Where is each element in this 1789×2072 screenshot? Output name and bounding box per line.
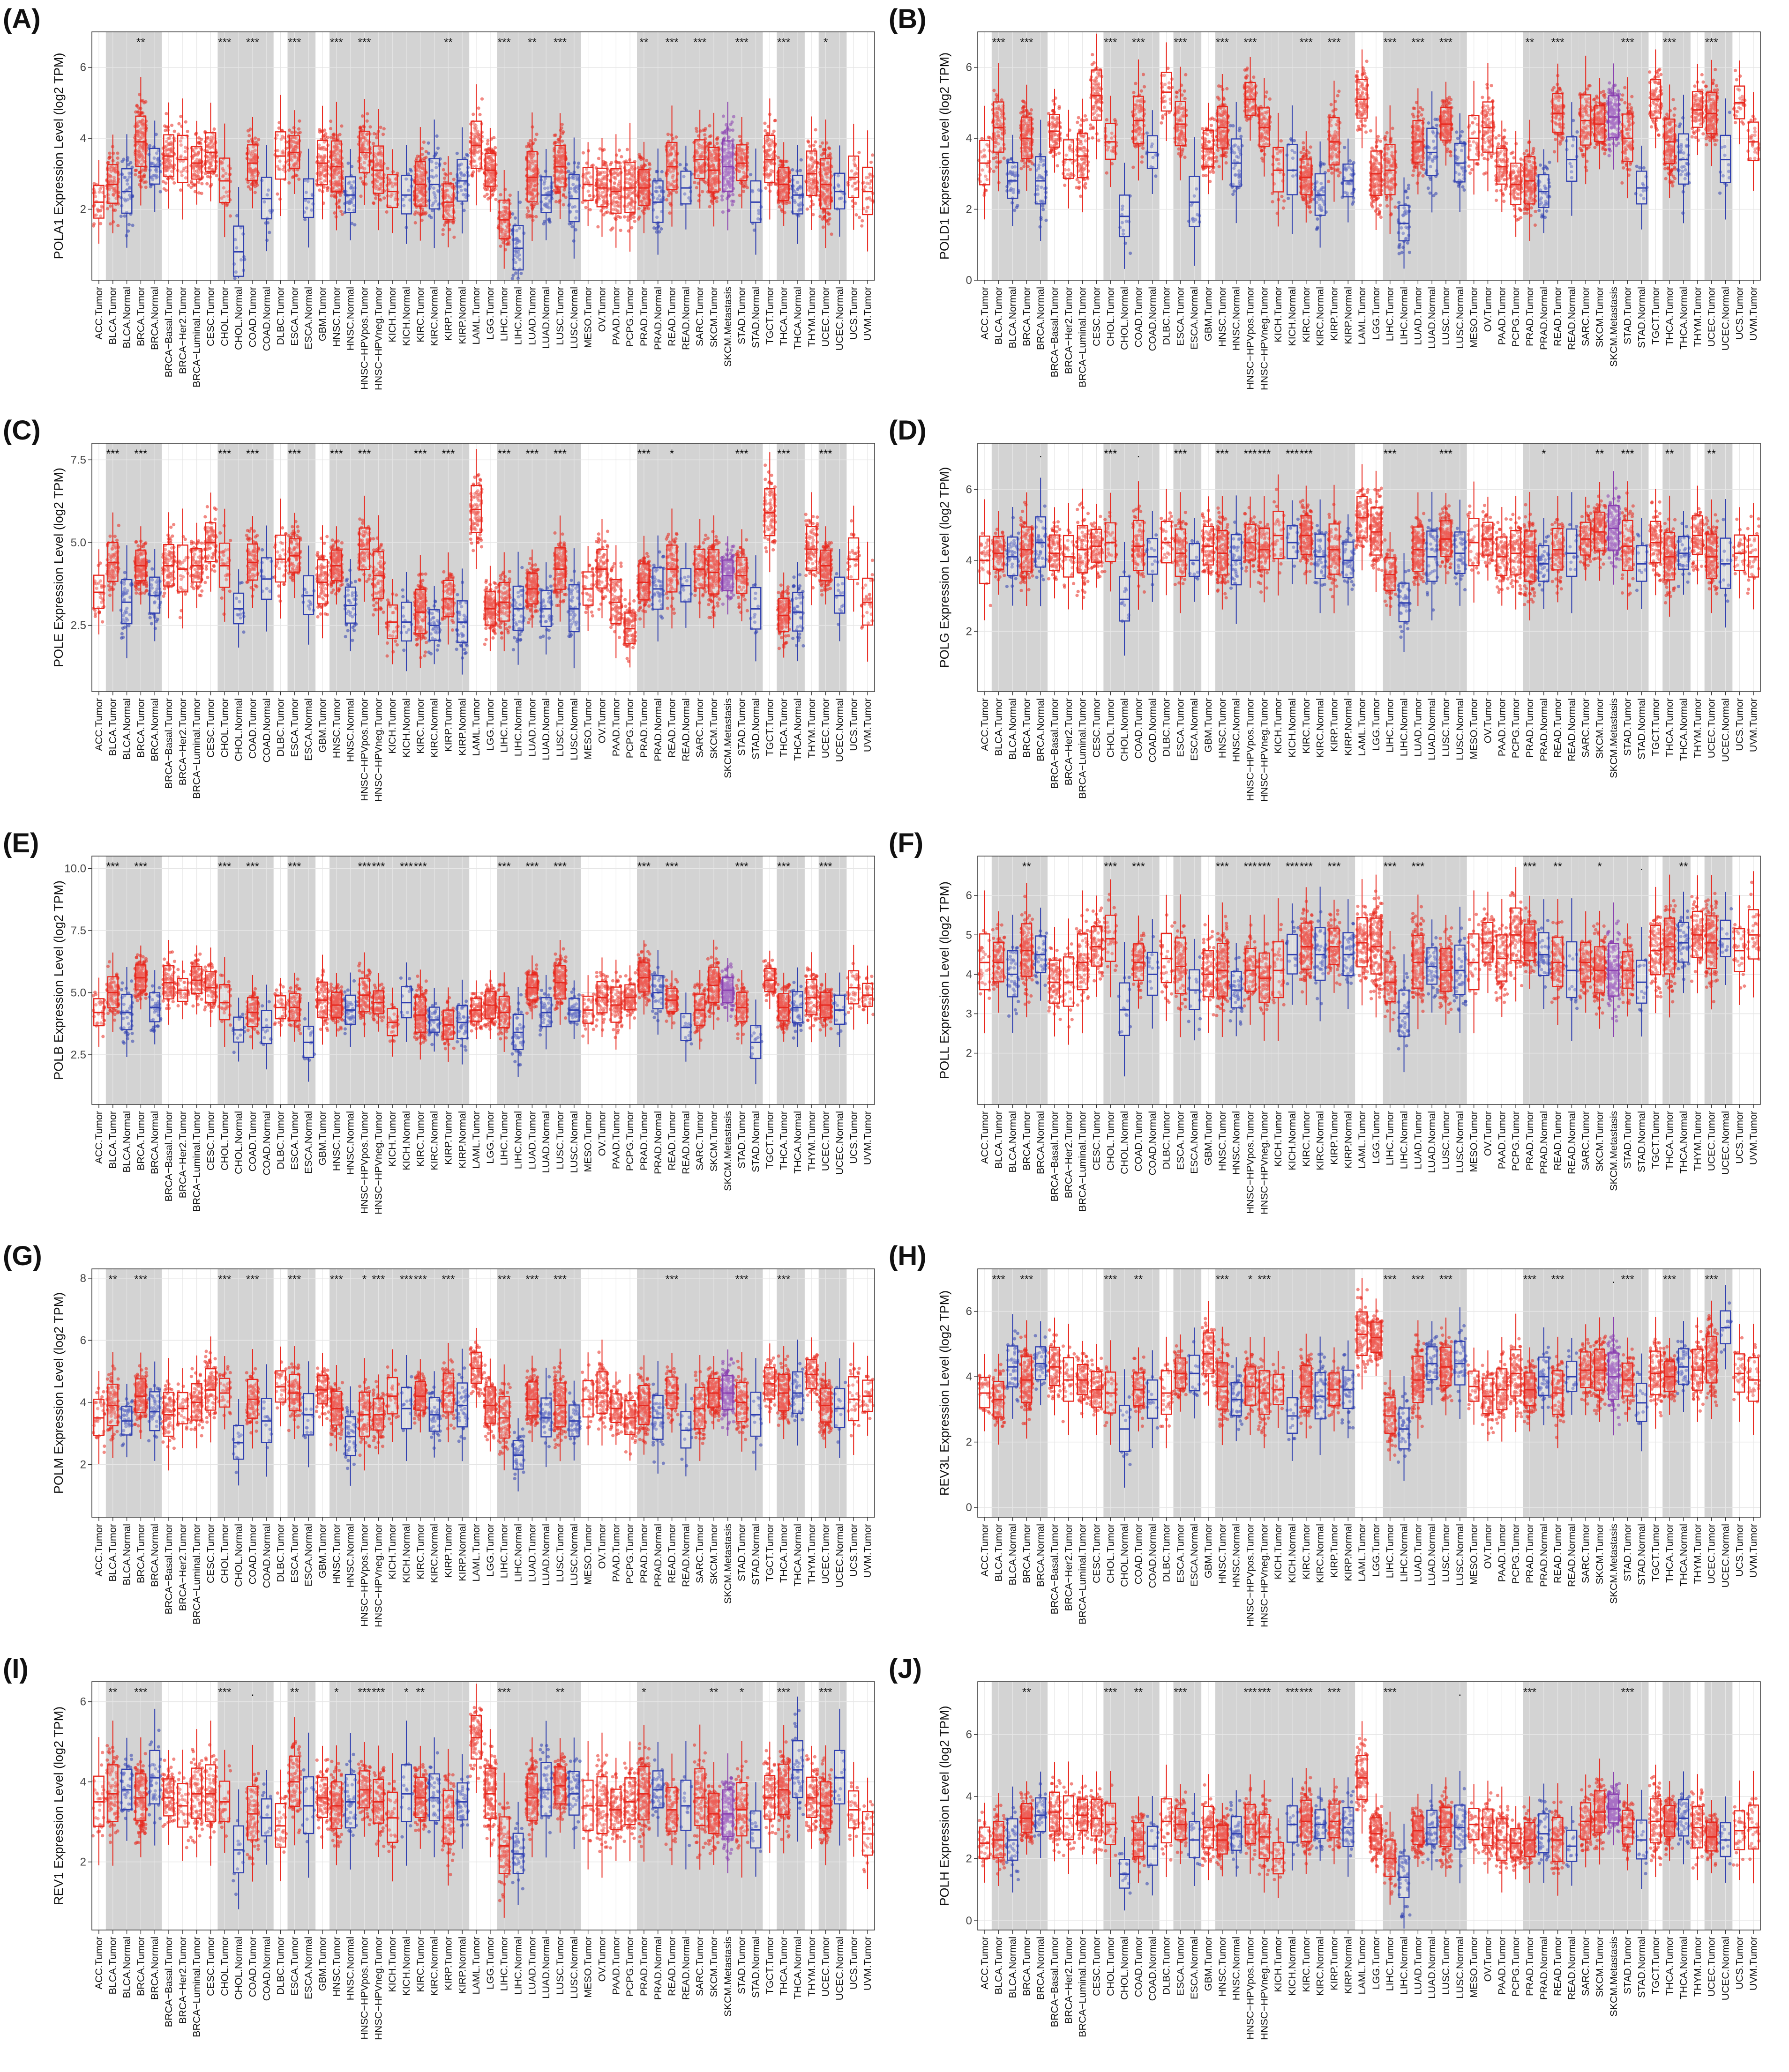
data-point [159,190,162,194]
panel-pola1: (A)** *** *** *** *** *** ** *** ** *** ** *** *** **… [3,4,875,390]
data-point [205,182,209,186]
data-point [171,177,174,180]
panel-label: (A) [3,4,41,34]
data-point [163,187,166,190]
data-point [108,152,112,155]
data-point [144,100,147,104]
data-point [127,223,131,226]
data-point [116,151,119,155]
significance-mark: ** [136,36,145,49]
data-point [139,113,142,116]
data-point [172,181,176,185]
data-point [189,186,193,189]
data-point [134,173,137,176]
data-point [173,130,176,133]
shaded-band [385,32,469,280]
data-point [141,168,144,171]
data-point [184,120,187,124]
data-point [135,104,139,107]
data-point [135,169,138,172]
data-point [112,220,115,224]
data-point [120,160,124,163]
data-point [200,182,203,185]
data-point [197,142,200,145]
data-point [107,161,110,164]
data-point [166,177,170,180]
data-point [136,111,139,114]
data-point [179,115,182,118]
data-point [200,192,203,195]
data-point [197,180,200,184]
data-point [144,186,148,189]
figure-canvas: (A)** *** *** *** *** *** ** *** ** *** ** *** *** **… [0,0,1789,2072]
data-point [109,222,112,225]
data-point [187,184,190,187]
shaded-band [777,32,805,280]
data-point [131,224,135,227]
data-point [186,130,189,133]
data-point [112,152,115,155]
data-point [163,124,166,127]
data-point [162,180,165,183]
data-point [142,175,145,178]
data-point [108,156,112,159]
data-point [99,222,102,225]
data-point [166,125,170,128]
data-point [141,99,144,103]
data-point [142,180,146,184]
data-point [137,175,141,179]
data-point [148,144,151,147]
data-point [193,183,196,186]
data-point [106,207,109,210]
data-point [170,124,173,127]
data-point [179,188,182,192]
data-point [165,112,168,115]
data-point [177,122,180,126]
data-point [113,209,117,212]
data-point [92,222,96,225]
data-point [109,204,112,208]
data-point [116,157,120,160]
data-point [123,215,127,218]
data-point [116,224,120,227]
shaded-band [217,32,273,280]
data-point [127,163,130,166]
data-point [120,215,123,218]
data-point [200,138,203,141]
shaded-band [637,32,693,280]
data-point [190,180,193,183]
